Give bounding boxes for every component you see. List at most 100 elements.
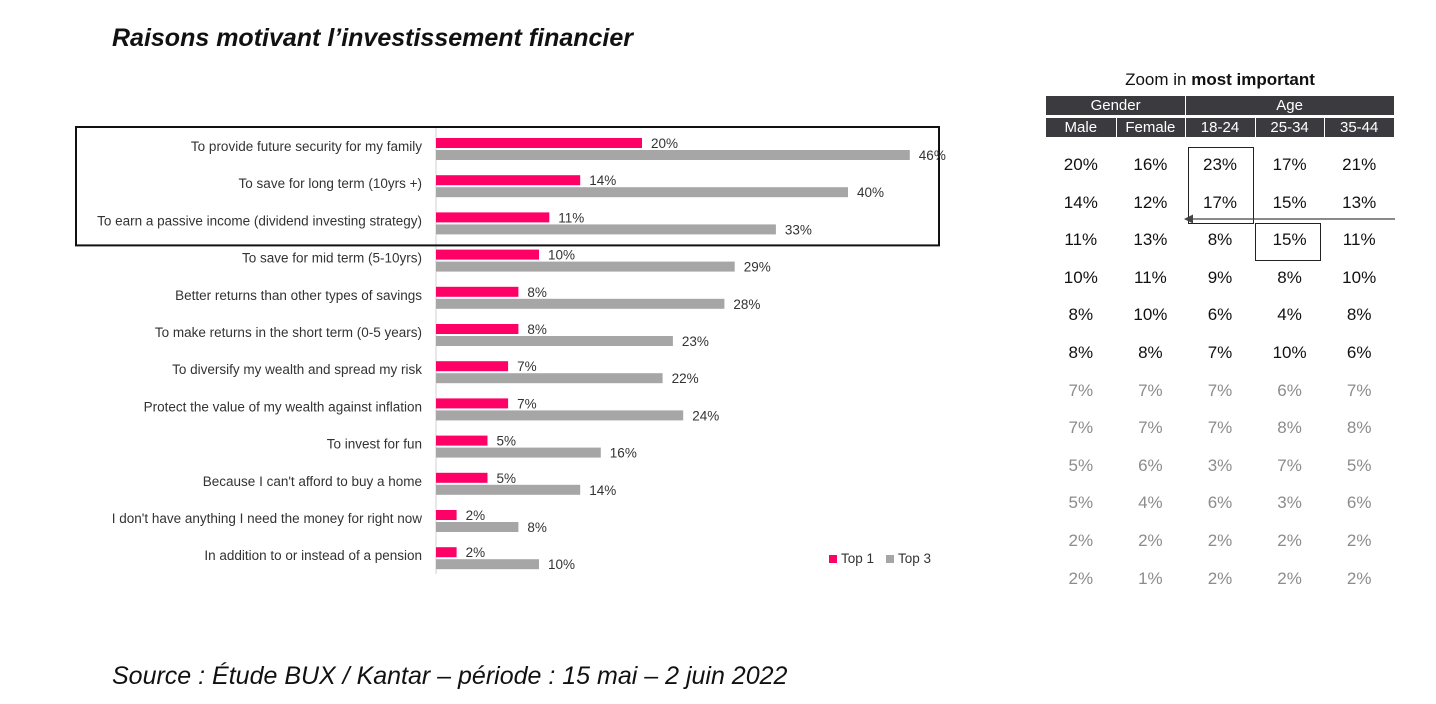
top1-value-label: 10% [548,248,575,263]
top1-bar [436,435,488,446]
table-cell: 7% [1277,455,1302,475]
top3-bar [436,224,776,235]
category-label: Protect the value of my wealth against i… [144,399,422,414]
top3-bar [436,336,673,346]
top3-value-label: 8% [527,520,547,535]
table-cell: 6% [1207,493,1233,513]
top3-bar [436,484,581,495]
table-cell: 10% [1272,343,1307,362]
top3-value-label: 33% [785,222,812,237]
table-cell: 13% [1342,192,1377,212]
top3-value-label: 14% [589,483,616,498]
top3-value-label: 22% [672,371,699,386]
group-header-gender: Gender [1046,96,1186,115]
category-label: To invest for fun [327,437,422,452]
table-cell: 11% [1064,230,1098,250]
table-cell: 1% [1138,568,1163,588]
top1-value-label: 8% [527,322,547,337]
page-title: Raisons motivant l’investissement financ… [112,24,633,52]
category-label: To make returns in the short term (0-5 y… [155,325,422,340]
top3-bar [436,559,539,570]
top3-bar [436,447,601,458]
column-divider [1324,118,1326,137]
top3-bar [436,187,848,198]
top3-value-label: 16% [610,446,637,461]
table-cell: 17% [1272,155,1307,174]
table-title: Zoom in most important [1046,70,1394,90]
table-cell: 7% [1138,380,1163,400]
table-cell: 2% [1207,568,1233,588]
top3-bar [436,261,735,272]
table-cell: 3% [1207,455,1233,475]
table-cell: 17% [1202,192,1238,212]
table-cell: 5% [1068,493,1094,513]
table-cell: 4% [1277,305,1302,325]
source-note: Source : Étude BUX / Kantar – période : … [112,662,788,690]
top1-value-label: 8% [527,285,547,300]
table-cell: 9% [1207,267,1233,287]
table-cell: 2% [1346,531,1372,550]
table-cell: 6% [1346,343,1372,362]
column-header: 18-24 [1185,118,1255,137]
table-cell: 23% [1202,155,1238,174]
top1-bar [436,398,509,409]
highlight-box-18-24 [1188,147,1254,224]
legend-swatch [829,555,837,563]
top1-value-label: 20% [651,136,678,151]
top1-bar [436,472,488,483]
table-cell: 8% [1068,305,1094,325]
table-cell: 3% [1277,493,1302,513]
top1-bar [436,286,519,297]
top3-value-label: 40% [857,185,884,200]
column-header: 25-34 [1254,118,1325,137]
table-cell: 10% [1342,267,1377,287]
top3-bar [436,150,910,160]
legend-swatch [886,555,894,563]
table-cell: 20% [1063,155,1098,174]
top3-bar [436,522,519,532]
table-cell: 7% [1138,418,1163,438]
column-header: 35-44 [1324,118,1394,137]
table-cell: 10% [1063,267,1098,287]
table-cell: 2% [1277,531,1302,550]
table-cell: 21% [1342,155,1377,174]
table-cell: 2% [1068,568,1094,588]
top3-bar [436,298,725,309]
table-cell: 2% [1277,568,1302,588]
table-cell: 12% [1133,192,1168,212]
table-cell: 7% [1346,380,1372,400]
table-title-bold: most important [1191,70,1315,89]
top1-bar [436,175,581,186]
column-header: Female [1115,118,1186,137]
table-cell: 7% [1068,418,1094,438]
table-cell: 13% [1133,230,1168,250]
table-cell: 6% [1277,380,1302,400]
table-cell: 5% [1346,455,1372,475]
table-cell: 2% [1207,531,1233,550]
table-title-prefix: Zoom in [1125,70,1192,89]
top3-value-label: 46% [919,148,946,163]
table-cell: 15% [1272,230,1307,250]
table-cell: 8% [1277,418,1302,438]
table-cell: 11% [1342,230,1376,250]
top3-value-label: 23% [682,334,709,349]
top1-value-label: 2% [466,508,486,523]
arrow-head [1184,214,1193,224]
table-cell: 2% [1068,531,1094,550]
table-cell: 8% [1277,267,1302,287]
top1-value-label: 11% [558,210,584,225]
top1-bar [436,212,550,223]
category-label: Because I can't afford to buy a home [203,474,422,489]
table-cell: 11% [1134,267,1167,287]
column-divider [1115,118,1117,137]
top1-value-label: 14% [589,173,616,188]
table-cell: 4% [1138,493,1163,513]
top1-bar [436,547,457,558]
top3-value-label: 24% [692,408,719,423]
category-label: Better returns than other types of savin… [175,288,422,303]
table-cell: 2% [1138,531,1163,550]
header-divider [1046,115,1394,116]
table-cell: 16% [1133,155,1168,174]
top1-value-label: 7% [517,359,537,374]
top1-value-label: 5% [497,471,517,486]
